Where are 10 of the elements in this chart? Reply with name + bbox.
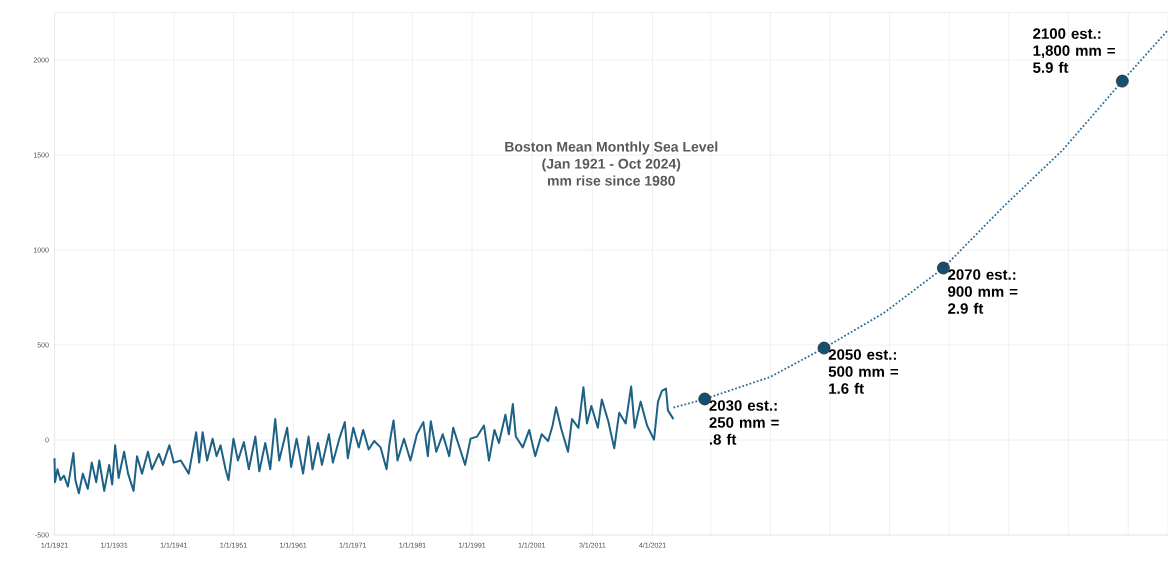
annotation: 2050 est.: 500 mm = 1.6 ft [828, 349, 899, 394]
annotation: 2100 est.: 1,800 mm = 5.9 ft [1033, 28, 1115, 73]
text: (Jan 1921 - Oct 2024) [542, 158, 681, 172]
point [936, 261, 950, 275]
point [1115, 74, 1129, 88]
annotation: 2030 est.: 250 mm = .8 ft [709, 400, 779, 445]
text: Boston Mean Monthly Sea Level [505, 141, 718, 155]
line-series [53, 385, 675, 495]
annotation: 2070 est.: 900 mm = 2.9 ft [948, 269, 1018, 314]
y-axis-title: mm rise since 1980 [547, 175, 675, 186]
